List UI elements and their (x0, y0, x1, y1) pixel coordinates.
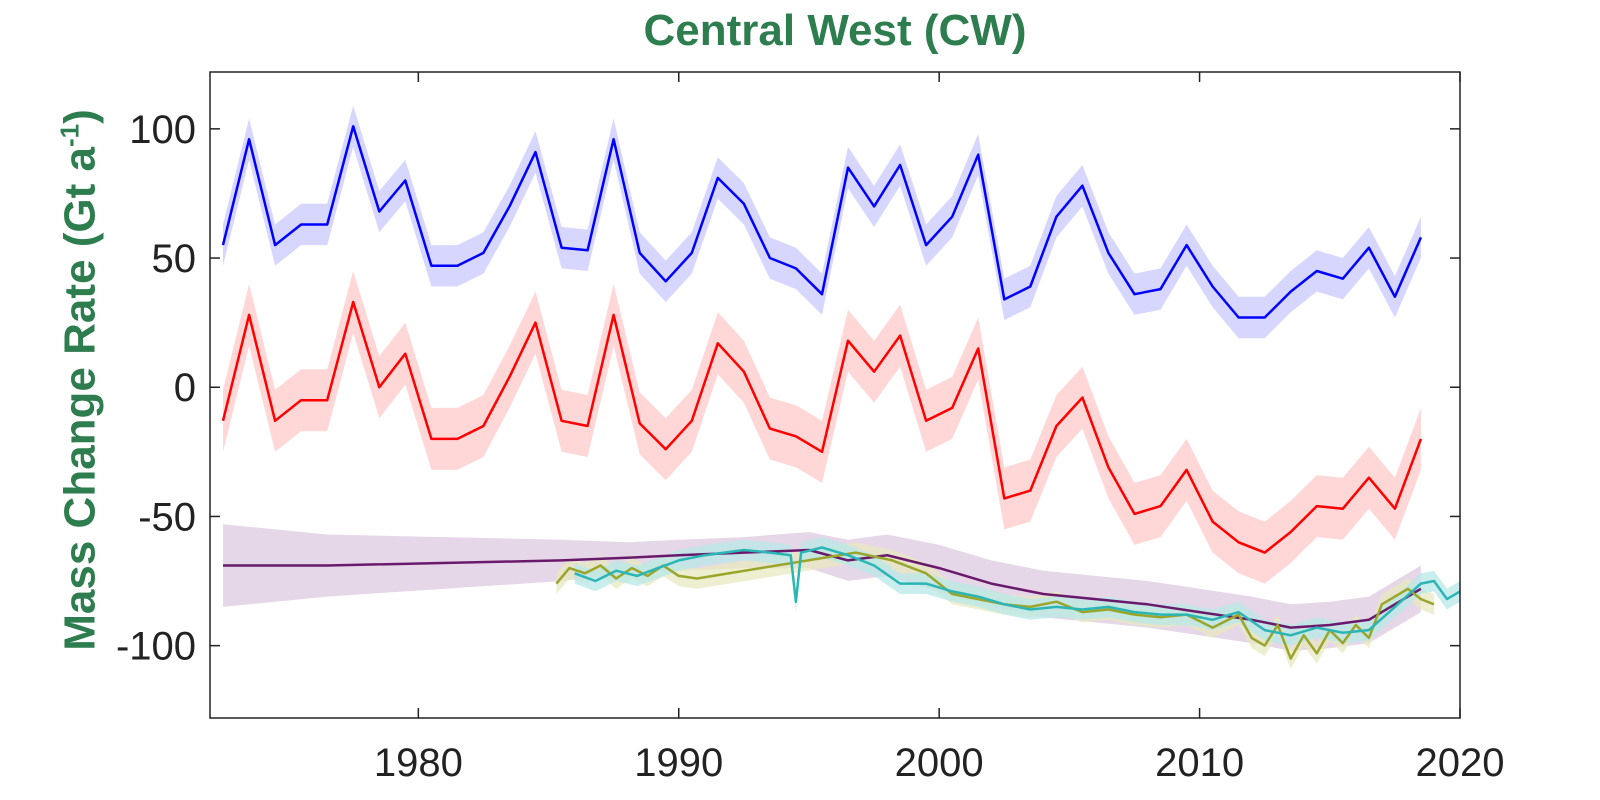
series-2-line (223, 548, 1422, 629)
x-tick-label: 2020 (1416, 741, 1505, 785)
y-tick-label: 0 (174, 366, 196, 410)
x-tick-label: 2010 (1155, 741, 1244, 785)
y-tick-label: 100 (129, 108, 196, 152)
series-0-line (221, 125, 1423, 319)
series-1-line (221, 300, 1423, 554)
chart-title: Central West (CW) (643, 6, 1027, 55)
series-3-line (555, 551, 1435, 660)
axes-frame (209, 71, 1461, 719)
y-tick-label: -100 (116, 625, 196, 669)
y-tick-label: -50 (138, 495, 196, 539)
x-tick-label: 2000 (895, 741, 984, 785)
series-4-line (574, 546, 1461, 637)
series-0-uncertainty-band (223, 105, 1421, 339)
x-tick-label: 1980 (374, 741, 463, 785)
y-tick-label: 50 (152, 237, 197, 281)
x-tick-label: 1990 (634, 741, 723, 785)
